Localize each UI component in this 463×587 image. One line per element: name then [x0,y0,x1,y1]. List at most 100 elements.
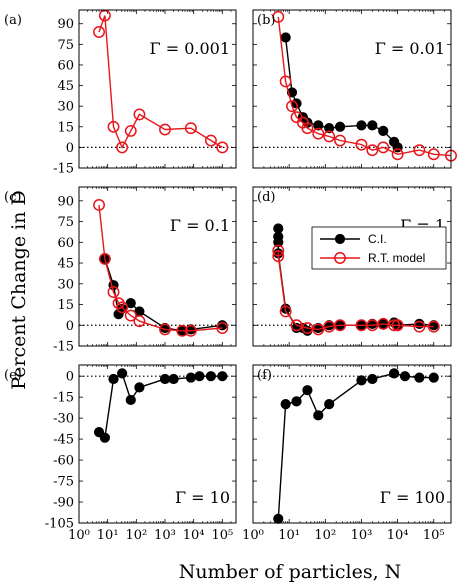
gamma-annotation: Γ = 0.001 [150,39,230,58]
y-tick-label: 30 [57,277,74,292]
data-point-rt [334,134,347,147]
data-point-rt [312,127,325,140]
data-point-rt [184,122,197,135]
y-tick-label: -15 [53,162,74,177]
legend: C.I. R.T. model [311,226,447,270]
y-tick-label: 75 [57,215,74,230]
y-tick-label: -90 [53,496,74,511]
data-point-rt [93,199,105,211]
panel-frame [252,9,452,169]
data-point-ci [108,373,119,385]
legend-label-ci: C.I. [368,232,387,246]
data-point-rt [93,26,105,38]
data-point-ci [324,123,335,134]
data-point-rt [216,322,229,334]
panel-frame [78,9,237,169]
data-point-rt [107,120,120,133]
legend-label-rt: R.T. model [368,251,425,265]
panel-frame [252,364,452,524]
x-tick-label: 10⁰ [242,528,264,543]
data-point-rt [427,148,440,161]
panel-5: -105 -90 -75 -60 -45 -30 -15 0 10⁰ 10¹ 10² 10³ 10⁴ 10… [4,364,237,543]
data-point-rt [286,100,298,113]
y-tick-label: 60 [57,236,74,251]
y-tick-label: 0 [66,141,74,156]
legend-marker-rt [334,252,346,264]
y-tick-label: 90 [57,17,74,32]
data-point-rt [133,108,146,121]
x-tick-label: 10³ [351,528,373,543]
data-point-ci [399,371,411,382]
y-tick-label: -15 [53,391,74,406]
y-tick-label: 75 [57,38,74,53]
panel-label: (f) [257,368,272,383]
y-tick-label: -75 [53,475,74,490]
gamma-annotation: Γ = 10 [175,488,230,507]
data-point-rt [279,305,292,318]
data-point-rt [159,323,171,336]
x-tick-label: 10⁵ [211,528,233,543]
x-tick-label: 10¹ [97,528,119,543]
data-point-rt [204,134,217,147]
data-point-ci [273,513,284,524]
panel-label: (c) [4,190,21,205]
y-tick-label: 30 [57,100,74,115]
y-tick-label: -45 [53,433,74,448]
data-point-ci [313,120,324,131]
data-point-ci [334,121,346,132]
panel-6: 10⁰ 10¹ 10² 10³ 10⁴ 10⁵ (f) Γ = 100 [242,364,452,543]
series-line-ci [104,258,223,332]
series-line-rt [98,15,223,150]
panel-label: (d) [257,190,275,205]
data-point-rt [107,286,120,299]
data-point-ci [117,368,128,379]
y-tick-label: 90 [57,194,74,209]
data-point-ci [194,371,205,382]
data-point-ci [313,410,324,421]
x-tick-label: 10⁴ [183,528,205,543]
data-point-rt [366,144,379,157]
panel-frame [78,186,237,347]
y-tick-label: -30 [53,412,74,427]
panel-frame [252,186,452,347]
panel-3: -15 0 15 30 45 60 75 90 (c) Γ = 0.1 [4,186,237,355]
data-point-rt [388,319,401,332]
data-point-ci [378,125,389,137]
x-tick-label: 10⁰ [68,528,90,543]
y-axis-label: Percent Change in D [8,190,30,389]
data-point-rt [98,252,111,265]
data-point-rt [133,315,146,328]
data-point-ci [99,432,110,443]
data-point-rt [184,324,197,337]
panel-4: (d)Γ = 1C.I.R.T. model [252,186,452,347]
y-tick-label: 15 [57,120,74,135]
data-point-ci [367,120,378,131]
series-line-rt [277,16,452,157]
y-tick-label: 15 [57,298,74,313]
y-tick-label: 45 [57,79,74,94]
data-point-rt [272,10,285,23]
panels: -15 0 15 30 45 60 75 90 (a) Γ = 0.001 (b) Γ = 0.01 -… [4,9,457,543]
panel-label: (a) [4,13,22,28]
data-point-ci [324,399,335,410]
data-point-ci [388,368,400,379]
data-point-rt [377,141,390,154]
data-point-rt [176,324,189,337]
data-point-ci [205,371,217,382]
legend-marker-ci [334,233,346,245]
data-point-rt [391,148,404,161]
x-tick-label: 10² [314,528,336,543]
panel-2: (b) Γ = 0.01 [252,9,457,169]
data-point-ci [428,372,439,383]
data-point-rt [391,319,404,332]
data-point-rt [279,75,292,88]
x-tick-label: 10⁵ [423,528,445,543]
data-point-ci [280,32,291,43]
data-point-ci [356,120,367,131]
data-point-rt [216,141,229,154]
panel-label: (e) [4,368,22,383]
data-point-rt [334,319,347,332]
series-line-ci [98,372,223,440]
data-point-ci [356,375,367,386]
